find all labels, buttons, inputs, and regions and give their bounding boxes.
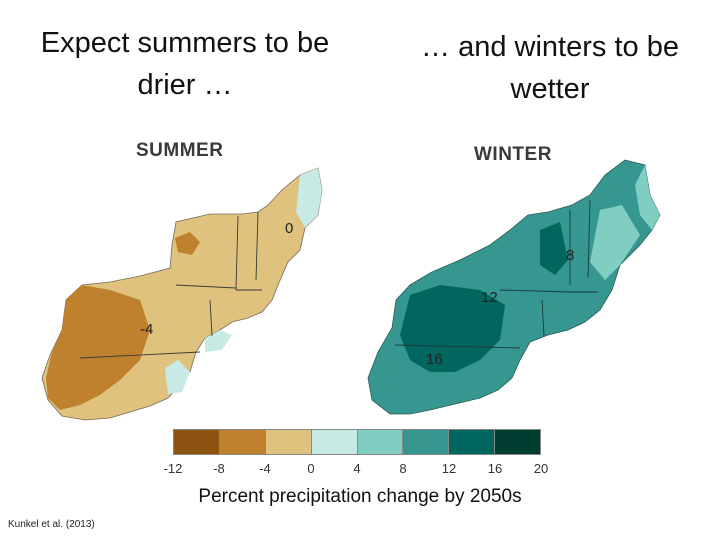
winter-lighter-maine — [635, 165, 660, 230]
legend-tick-label: 8 — [399, 461, 407, 476]
legend-swatch — [403, 430, 450, 454]
legend-title: Percent precipitation change by 2050s — [198, 486, 522, 507]
winter-map — [367, 159, 661, 415]
legend-swatch — [174, 430, 220, 454]
winter-map-title: WINTER — [474, 144, 552, 165]
summer-dry-southwest — [46, 285, 150, 410]
legend-tick-label: 12 — [441, 461, 457, 476]
legend-swatch — [495, 430, 540, 454]
source-credit: Kunkel et al. (2013) — [8, 519, 95, 530]
summer-wet-maine — [296, 168, 322, 228]
summer-label-0: 0 — [285, 220, 294, 237]
legend-tick-label: 20 — [533, 461, 549, 476]
headline-winter: … and winters to be wetter — [421, 31, 679, 105]
summer-wet-delmarva — [165, 360, 190, 394]
legend-tick-label: -4 — [259, 461, 271, 476]
headline-summer: Expect summers to be drier … — [40, 27, 330, 101]
summer-map-title: SUMMER — [136, 140, 224, 161]
legend-swatch — [265, 430, 312, 454]
winter-label-16: 16 — [426, 351, 443, 368]
legend-tick-label: 16 — [487, 461, 503, 476]
summer-map — [41, 167, 323, 421]
summer-state-lines — [79, 211, 262, 359]
legend-swatch — [357, 430, 404, 454]
color-legend — [173, 429, 541, 455]
winter-lighter-coast — [590, 205, 640, 280]
summer-label-minus4: -4 — [140, 321, 154, 338]
legend-tick-label: -12 — [163, 461, 183, 476]
legend-swatch — [449, 430, 496, 454]
legend-swatch — [219, 430, 266, 454]
legend-tick-label: 0 — [307, 461, 315, 476]
winter-region — [367, 159, 661, 415]
legend-tick-label: -8 — [213, 461, 225, 476]
legend-swatch — [311, 430, 358, 454]
summer-dry-patch — [175, 232, 200, 255]
winter-state-lines — [394, 199, 598, 349]
winter-wettest-band — [540, 222, 568, 275]
winter-label-12: 12 — [481, 289, 498, 306]
winter-wettest-core — [400, 285, 505, 372]
winter-label-8: 8 — [566, 247, 575, 264]
legend-tick-label: 4 — [353, 461, 361, 476]
